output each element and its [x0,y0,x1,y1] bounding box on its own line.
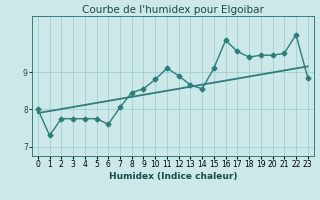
X-axis label: Humidex (Indice chaleur): Humidex (Indice chaleur) [108,172,237,181]
Title: Courbe de l'humidex pour Elgoibar: Courbe de l'humidex pour Elgoibar [82,5,264,15]
